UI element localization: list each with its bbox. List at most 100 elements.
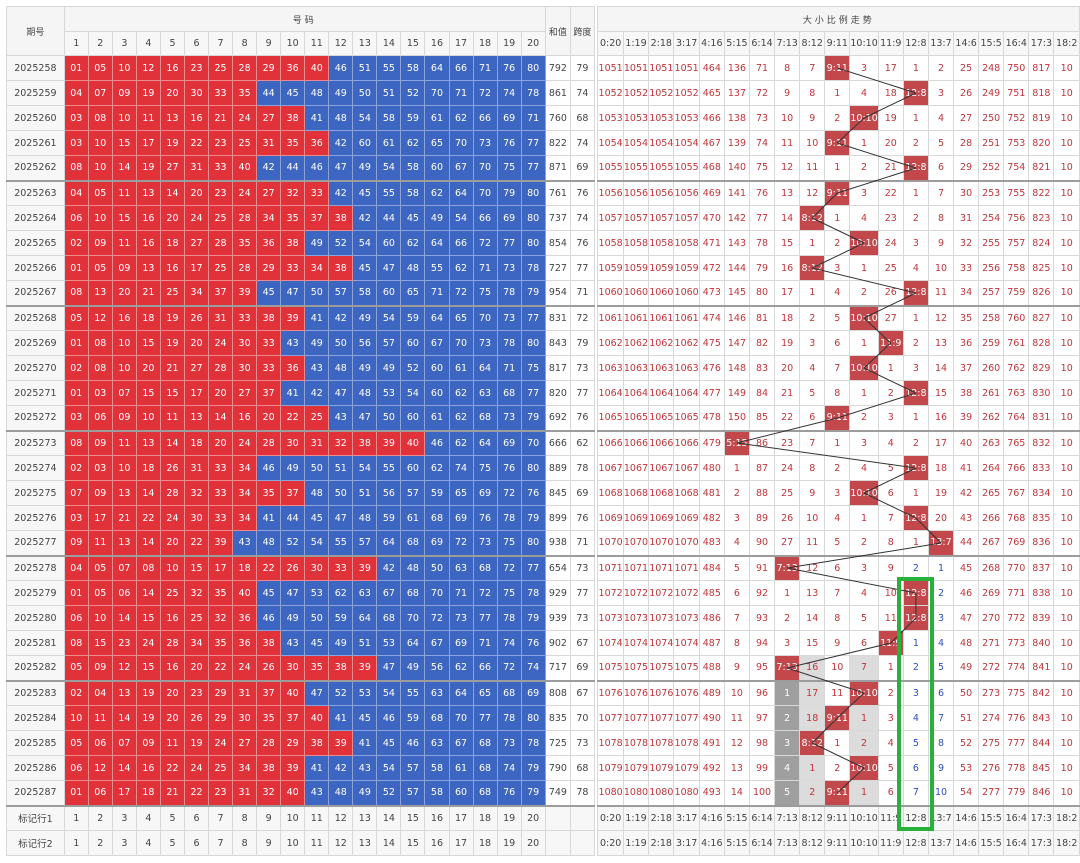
marker-ratio-cell[interactable]: 17:3 [1028,830,1055,856]
ratio-miss-cell: 44 [953,530,980,556]
marker-number-cell[interactable]: 5 [159,804,185,831]
number-cell: 38 [256,755,282,781]
ratio-miss-cell: 1 [849,505,879,531]
ratio-hit-cell: 9:11 [824,130,851,156]
ratio-miss-cell: 95 [748,655,776,681]
marker-ratio-cell[interactable]: 5:15 [723,804,750,831]
marker-ratio-cell[interactable]: 12:8 [902,830,929,856]
marker-number-cell[interactable]: 16 [424,830,450,856]
number-cell: 16 [111,304,137,331]
marker-ratio-cell[interactable]: 0:20 [597,830,624,856]
marker-number-cell[interactable]: 1 [63,804,89,831]
marker-ratio-cell[interactable]: 0:20 [597,804,624,831]
marker-number-cell[interactable]: 17 [448,830,474,856]
marker-ratio-cell[interactable]: 1:19 [622,830,650,856]
marker-number-cell[interactable]: 16 [424,804,450,831]
ratio-hit-cell: 7:13 [774,554,801,581]
ratio-miss-cell: 78 [748,230,776,256]
number-cell: 59 [400,304,426,331]
marker-number-cell[interactable]: 19 [496,830,522,856]
marker-number-cell[interactable]: 18 [472,804,498,831]
marker-number-cell[interactable]: 3 [111,830,137,856]
marker-ratio-cell[interactable]: 16:4 [1003,804,1030,831]
number-cell: 60 [376,230,402,256]
marker-ratio-cell[interactable]: 8:12 [799,804,826,831]
marker-ratio-cell[interactable]: 2:18 [648,830,675,856]
marker-number-cell[interactable]: 19 [496,804,522,831]
marker-ratio-cell[interactable]: 4:16 [698,804,725,831]
marker-ratio-cell[interactable]: 4:16 [698,830,725,856]
marker-ratio-cell[interactable]: 10:10 [849,804,879,831]
marker-number-cell[interactable]: 20 [520,804,546,831]
marker-ratio-cell[interactable]: 10:10 [849,830,879,856]
ratio-miss-cell: 24 [774,455,801,481]
marker-number-cell[interactable]: 4 [135,830,161,856]
marker-ratio-cell[interactable]: 7:13 [774,804,801,831]
marker-ratio-cell[interactable]: 17:3 [1028,804,1055,831]
marker-number-cell[interactable]: 8 [232,804,258,831]
marker-number-cell[interactable]: 7 [208,830,234,856]
marker-number-cell[interactable]: 4 [135,804,161,831]
marker-ratio-cell[interactable]: 15:5 [978,830,1005,856]
marker-number-cell[interactable]: 12 [328,830,354,856]
ratio-miss-cell: 1063 [648,355,675,381]
marker-number-cell[interactable]: 6 [183,830,210,856]
marker-number-cell[interactable]: 6 [183,804,210,831]
marker-number-cell[interactable]: 11 [304,804,330,831]
marker-ratio-cell[interactable]: 3:17 [673,830,700,856]
number-cell: 49 [280,605,306,631]
marker-number-cell[interactable]: 8 [232,830,258,856]
marker-ratio-cell[interactable]: 11:9 [877,804,904,831]
marker-ratio-cell[interactable]: 5:15 [723,830,750,856]
ratio-miss-cell: 14 [723,780,750,806]
ratio-miss-cell: 7 [824,355,851,381]
marker-ratio-cell[interactable]: 3:17 [673,804,700,831]
marker-number-cell[interactable]: 15 [400,804,426,831]
marker-number-cell[interactable]: 9 [256,830,282,856]
marker-ratio-cell[interactable]: 9:11 [824,804,851,831]
marker-ratio-cell[interactable]: 1:19 [622,804,650,831]
number-cell: 73 [472,330,498,356]
ratio-miss-cell: 10 [1053,505,1080,531]
marker-ratio-cell[interactable]: 13:7 [927,804,955,831]
marker-number-cell[interactable]: 18 [472,830,498,856]
marker-ratio-cell[interactable]: 18:2 [1053,830,1080,856]
marker-ratio-cell[interactable]: 16:4 [1003,830,1030,856]
marker-number-cell[interactable]: 2 [87,830,113,856]
marker-ratio-cell[interactable]: 9:11 [824,830,851,856]
ratio-miss-cell: 4 [927,630,955,656]
marker-number-cell[interactable]: 20 [520,830,546,856]
marker-ratio-cell[interactable]: 18:2 [1053,804,1080,831]
marker-ratio-cell[interactable]: 12:8 [902,804,929,831]
marker-number-cell[interactable]: 3 [111,804,137,831]
marker-ratio-cell[interactable]: 6:14 [748,804,776,831]
marker-ratio-cell[interactable]: 13:7 [927,830,955,856]
marker-ratio-cell[interactable]: 14:6 [953,830,980,856]
marker-number-cell[interactable]: 9 [256,804,282,831]
marker-number-cell[interactable]: 5 [159,830,185,856]
marker-number-cell[interactable]: 10 [280,830,306,856]
marker-number-cell[interactable]: 1 [63,830,89,856]
ratio-miss-cell: 14 [927,355,955,381]
marker-number-cell[interactable]: 13 [352,804,378,831]
marker-number-cell[interactable]: 14 [376,804,402,831]
ratio-miss-cell: 48 [953,630,980,656]
marker-number-cell[interactable]: 17 [448,804,474,831]
marker-ratio-cell[interactable]: 14:6 [953,804,980,831]
marker-ratio-cell[interactable]: 6:14 [748,830,776,856]
marker-number-cell[interactable]: 7 [208,804,234,831]
marker-number-cell[interactable]: 14 [376,830,402,856]
marker-number-cell[interactable]: 12 [328,804,354,831]
marker-number-cell[interactable]: 15 [400,830,426,856]
marker-number-cell[interactable]: 2 [87,804,113,831]
marker-ratio-cell[interactable]: 2:18 [648,804,675,831]
number-cell: 32 [208,605,234,631]
marker-ratio-cell[interactable]: 7:13 [774,830,801,856]
marker-number-cell[interactable]: 11 [304,830,330,856]
marker-ratio-cell[interactable]: 8:12 [799,830,826,856]
marker-ratio-cell[interactable]: 11:9 [877,830,904,856]
ratio-miss-cell: 1053 [648,105,675,131]
marker-number-cell[interactable]: 13 [352,830,378,856]
marker-number-cell[interactable]: 10 [280,804,306,831]
marker-ratio-cell[interactable]: 15:5 [978,804,1005,831]
